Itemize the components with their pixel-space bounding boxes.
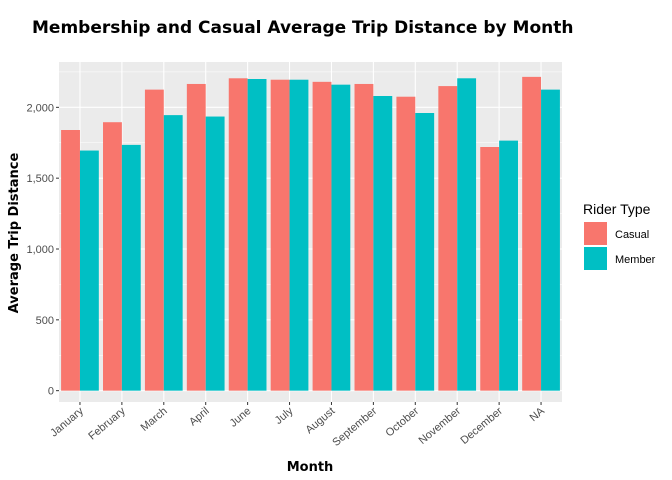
legend-title: Rider Type xyxy=(583,201,651,217)
chart-title: Membership and Casual Average Trip Dista… xyxy=(32,18,573,38)
bar-casual-july xyxy=(270,79,290,391)
bar-casual-june xyxy=(228,78,248,391)
bar-member-january xyxy=(79,150,99,391)
bar-member-february xyxy=(121,144,141,391)
bar-member-october xyxy=(415,113,435,391)
legend-swatch-casual xyxy=(584,222,607,245)
y-tick-label: 1,000 xyxy=(26,244,54,256)
bar-casual-october xyxy=(396,96,416,391)
bar-member-na xyxy=(541,89,560,391)
bar-casual-september xyxy=(354,83,374,391)
bar-member-june xyxy=(247,79,267,391)
legend-label-casual: Casual xyxy=(615,229,649,241)
bar-member-september xyxy=(373,96,393,391)
x-axis-title: Month xyxy=(287,460,334,475)
y-tick-label: 0 xyxy=(48,386,54,398)
bar-member-november xyxy=(457,78,477,391)
bar-member-august xyxy=(331,84,351,391)
legend-label-member: Member xyxy=(615,254,656,266)
bar-casual-november xyxy=(438,86,458,391)
y-tick-label: 2,000 xyxy=(26,102,54,114)
legend: Rider Type Casual Member xyxy=(583,201,656,270)
bar-member-april xyxy=(205,116,225,391)
bar-member-july xyxy=(289,79,309,391)
legend-swatch-member xyxy=(584,247,607,270)
y-axis: 0 500 1,000 1,500 2,000 xyxy=(26,102,59,398)
plot-panel xyxy=(59,62,562,402)
bar-casual-january xyxy=(61,130,80,391)
bar-casual-december xyxy=(480,147,500,391)
bar-casual-march xyxy=(144,89,164,391)
bar-member-december xyxy=(499,140,518,391)
y-tick-label: 1,500 xyxy=(26,173,54,185)
bar-casual-na xyxy=(522,76,542,391)
bar-casual-february xyxy=(103,122,122,391)
bar-casual-april xyxy=(186,83,206,391)
y-axis-title: Average Trip Distance xyxy=(7,153,22,314)
panel-background xyxy=(59,62,562,402)
y-tick-label: 500 xyxy=(36,315,54,327)
bar-member-march xyxy=(163,115,183,391)
bar-casual-august xyxy=(312,81,332,391)
